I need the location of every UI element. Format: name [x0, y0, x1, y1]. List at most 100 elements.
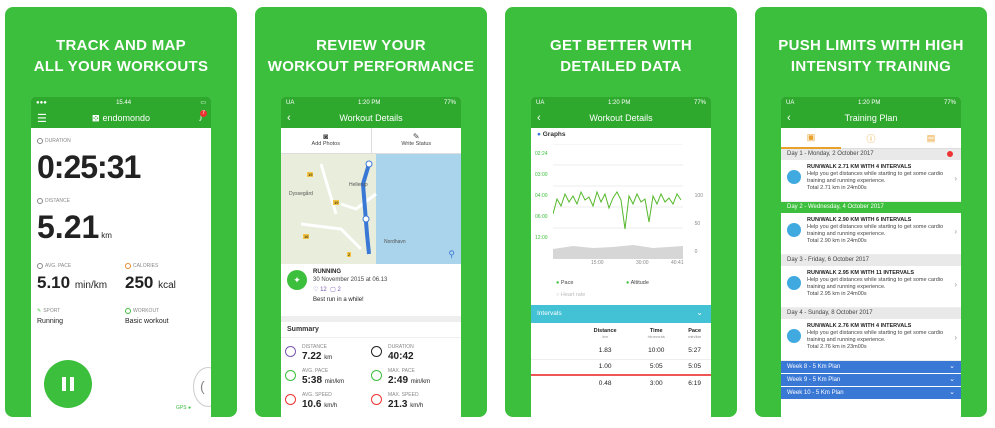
- notification-badge: 7: [200, 110, 207, 117]
- day-header: Day 4 - Sunday, 8 October 2017: [781, 308, 961, 319]
- legend-pace[interactable]: ● Pace: [556, 280, 574, 286]
- table-header: Distance km Time hh:mm:ss Pace min/km: [593, 327, 702, 339]
- day-header-active: Day 2 - Wednesday, 4 October 2017: [781, 202, 961, 213]
- app-logo-icon: ⊠: [91, 112, 100, 123]
- stopwatch-icon: [371, 346, 382, 357]
- tab-info-icon[interactable]: ⓘ: [866, 133, 876, 144]
- y-axis-ticks: 02:24 03:00 04:00 06:00 12:00: [535, 151, 548, 241]
- workout-entry[interactable]: RUN/WALK 2.71 KM WITH 4 INTERVALS Help yo…: [781, 160, 961, 202]
- table-row[interactable]: 1.83 10:00 5:27: [531, 343, 711, 359]
- distance-label: DISTANCE: [45, 198, 70, 204]
- pause-button[interactable]: [44, 360, 92, 408]
- table-row[interactable]: 1.00 5:05 5:05: [531, 359, 711, 375]
- distance-icon: [37, 198, 43, 204]
- x-tick: 15:00: [591, 260, 604, 266]
- chevron-down-icon: ⌄: [949, 376, 955, 383]
- summary-title: Summary: [281, 322, 461, 338]
- graphs-icon: ●: [537, 131, 541, 138]
- workout-entry[interactable]: RUN/WALK 2.95 KM WITH 11 INTERVALS Help y…: [781, 266, 961, 308]
- workout-label: WORKOUT: [133, 308, 160, 314]
- intervals-table: Distance km Time hh:mm:ss Pace min/km 1.83 1…: [531, 323, 711, 391]
- week-row[interactable]: Week 8 - 5 Km Plan ⌄: [781, 361, 961, 373]
- calories-icon: [125, 263, 131, 269]
- write-status-button[interactable]: ✎ Write Status: [372, 128, 462, 153]
- phone-screen: UA 1:20 PM 77% ‹ Training Plan ▣ ⓘ ▤ Day 1 …: [781, 97, 961, 417]
- route-line: [300, 160, 377, 255]
- pause-icon: [62, 377, 66, 391]
- panel-detailed-data: GET BETTER WITH DETAILED DATA UA 1:20 PM 77…: [505, 7, 737, 417]
- nav-title: Workout Details: [589, 113, 653, 123]
- notification-bell-icon[interactable]: ♪: [198, 113, 204, 123]
- pace-label: AVG. PACE: [45, 263, 72, 269]
- tab-calendar-icon[interactable]: ▣: [781, 128, 841, 149]
- week-row[interactable]: Week 9 - 5 Km Plan ⌄: [781, 374, 961, 386]
- distance-value: 5.21: [37, 209, 100, 245]
- battery-icon: ▭: [200, 100, 206, 106]
- panel-title-line2: ALL YOUR WORKOUTS: [33, 58, 209, 75]
- status-bar: UA 1:20 PM 77%: [531, 97, 711, 108]
- road-sign: 19: [307, 172, 314, 177]
- signal-icon: ●●●: [36, 99, 47, 106]
- runner-icon: [787, 223, 801, 237]
- distance-icon: [285, 346, 296, 357]
- running-shoe-icon: ✎: [37, 308, 42, 314]
- write-status-label: Write Status: [401, 141, 432, 147]
- delete-icon[interactable]: [947, 151, 953, 157]
- panel-review-performance: REVIEW YOUR WORKOUT PERFORMANCE UA 1:20 PM…: [255, 7, 487, 417]
- max-pace-icon: [371, 370, 382, 381]
- app-name: endomondo: [102, 113, 151, 123]
- add-photos-button[interactable]: ◙ Add Photos: [281, 128, 372, 153]
- status-bar: UA 1:20 PM 77%: [281, 97, 461, 108]
- intervals-header[interactable]: Intervals ⌄: [531, 305, 711, 323]
- back-chevron-icon[interactable]: ‹: [537, 112, 541, 124]
- tab-notes-icon[interactable]: ▤: [926, 132, 936, 143]
- route-map[interactable]: Dyssegård Hellerup Nordhavn 19 19 16 2 ⚲: [281, 154, 461, 264]
- comment-icon[interactable]: ▢: [330, 287, 336, 293]
- carrier: UA: [286, 99, 295, 106]
- workout-value[interactable]: Basic workout: [125, 318, 169, 325]
- workout-entry[interactable]: RUN/WALK 2.76 KM WITH 4 INTERVALS Help yo…: [781, 319, 961, 361]
- pace-icon: [37, 263, 43, 269]
- workout-card: ✦ RUNNING 30 November 2015 at 06.13 ♡ 12…: [281, 264, 461, 322]
- day-header: Day 3 - Friday, 6 October 2017: [781, 255, 961, 266]
- back-chevron-icon[interactable]: ‹: [287, 112, 291, 124]
- speed-icon: [285, 394, 296, 405]
- sport-value[interactable]: Running: [37, 318, 64, 325]
- road-sign: 19: [333, 200, 340, 205]
- status-text: Best run in a while!: [313, 297, 364, 303]
- status-bar: UA 1:20 PM 77%: [781, 97, 961, 108]
- edit-icon: ✎: [412, 132, 420, 141]
- status-time: 1:20 PM: [357, 99, 381, 106]
- road-sign: 2: [347, 252, 352, 257]
- battery: 77%: [443, 99, 456, 106]
- summary-item: DURATION 40:42: [371, 342, 451, 364]
- heart-icon[interactable]: ♡: [313, 287, 319, 293]
- workout-date: 30 November 2015 at 06.13: [313, 277, 388, 283]
- legend-heart-rate[interactable]: ○ Heart rate: [556, 292, 586, 298]
- panel-high-intensity: PUSH LIMITS WITH HIGH INTENSITY TRAINING …: [755, 7, 987, 417]
- menu-icon[interactable]: ☰: [37, 112, 47, 125]
- swipe-handle-icon[interactable]: (: [193, 367, 211, 407]
- action-bar: ◙ Add Photos ✎ Write Status: [281, 128, 461, 154]
- summary-item: MAX. SPEED 21.3 km/h: [371, 390, 451, 412]
- workout-entry[interactable]: RUN/WALK 2.90 KM WITH 6 INTERVALS Help yo…: [781, 213, 961, 255]
- week-row[interactable]: Week 10 - 5 Km Plan ⌄: [781, 387, 961, 399]
- battery: 77%: [693, 99, 706, 106]
- chevron-down-icon: ⌄: [949, 363, 955, 370]
- panel-title-line2: DETAILED DATA: [560, 58, 682, 75]
- chevron-down-icon: ⌄: [949, 389, 955, 396]
- nav-bar: ‹ Training Plan: [781, 108, 961, 128]
- summary-item: MAX. PACE 2:49 min/km: [371, 366, 451, 388]
- comments-count: 2: [337, 287, 341, 293]
- back-chevron-icon[interactable]: ‹: [787, 112, 791, 124]
- pace-chart[interactable]: 02:24 03:00 04:00 06:00 12:00 100 50 0 1…: [531, 140, 711, 305]
- table-row[interactable]: 0.48 3:00 6:19: [598, 380, 701, 387]
- legend-altitude[interactable]: ● Altitude: [626, 280, 649, 286]
- map-label-hellerup: Hellerup: [349, 182, 368, 188]
- phone-screen: ●●● 15.44 ▭ ☰ ⊠ endomondo ♪ 7 DURATION 0:2…: [31, 97, 211, 417]
- nav-bar: ‹ Workout Details: [281, 108, 461, 128]
- sport-label: SPORT: [43, 308, 61, 314]
- map-search-icon[interactable]: ⚲: [448, 249, 455, 259]
- nav-bar: ‹ Workout Details: [531, 108, 711, 128]
- chevron-right-icon: ›: [954, 227, 957, 236]
